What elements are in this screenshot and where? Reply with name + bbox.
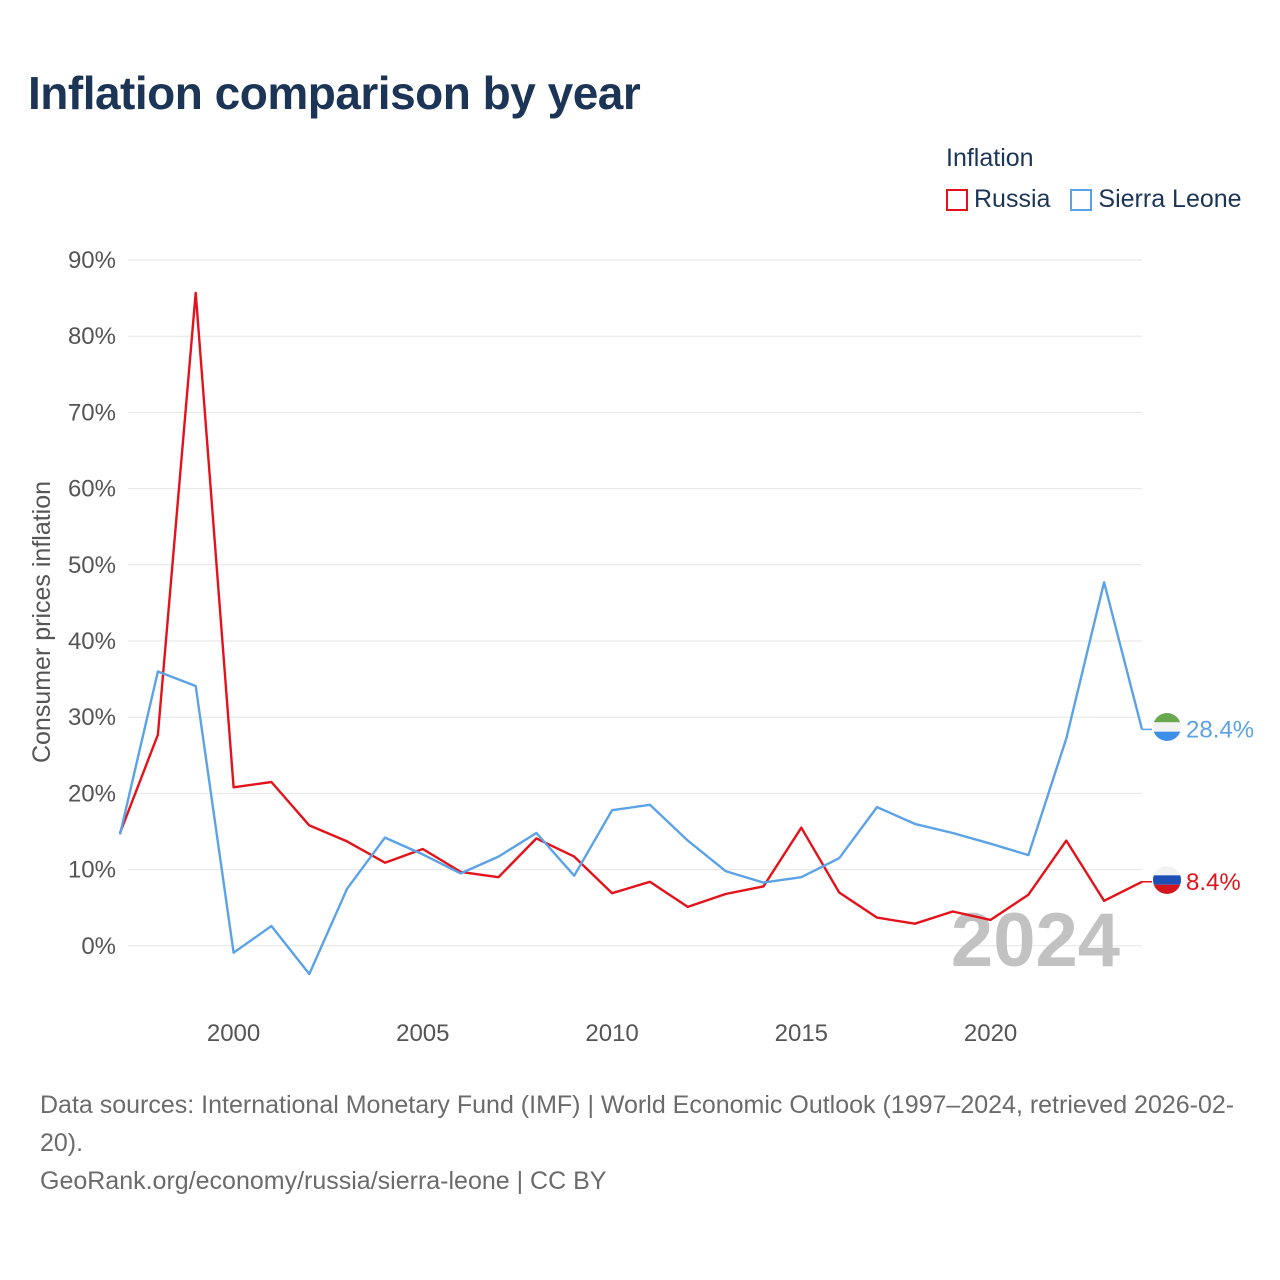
line-chart: 0%10%20%30%40%50%60%70%80%90% 2000 2005 20… xyxy=(28,247,1254,1047)
y-tick-label: 70% xyxy=(68,399,116,426)
series-line-sierra-leone xyxy=(118,581,1144,976)
y-tick-label: 40% xyxy=(68,628,116,655)
legend-swatch-sierra-leone xyxy=(1070,188,1093,211)
y-tick-label: 50% xyxy=(68,552,116,579)
y-axis: 0% 10% 20% 30% 40% 50% 60% 70% 80% 90% xyxy=(68,247,116,960)
end-label-russia: 8.4% xyxy=(1186,869,1241,896)
legend-label-sierra-leone: Sierra Leone xyxy=(1098,185,1242,213)
x-tick-label: 2015 xyxy=(775,1020,828,1047)
y-tick-label: 90% xyxy=(68,247,116,274)
footer: Data sources: International Monetary Fun… xyxy=(40,1086,1250,1200)
legend-label-russia: Russia xyxy=(974,185,1051,213)
legend-swatch-russia xyxy=(946,188,968,211)
y-axis-label: Consumer prices inflation xyxy=(28,481,56,763)
legend-item-sierra-leone[interactable]: Sierra Leone xyxy=(1070,185,1242,214)
end-label-sierra-leone: 28.4% xyxy=(1186,716,1254,743)
sierra-leone-flag-icon xyxy=(1153,713,1181,741)
y-tick-label: 80% xyxy=(68,323,116,350)
x-tick-label: 2000 xyxy=(207,1020,260,1047)
end-flags xyxy=(1153,713,1181,894)
y-tick-label: 30% xyxy=(68,704,116,731)
series-line-russia xyxy=(118,291,1143,925)
x-tick-label: 2020 xyxy=(964,1020,1017,1047)
y-tick-label: 60% xyxy=(68,476,116,503)
x-tick-label: 2010 xyxy=(585,1020,638,1047)
x-axis: 2000 2005 2010 2015 2020 xyxy=(207,1020,1017,1047)
y-tick-label: 10% xyxy=(68,857,116,884)
x-tick-label: 2005 xyxy=(396,1020,449,1047)
russia-flag-icon xyxy=(1153,866,1181,894)
year-watermark: 2024 xyxy=(951,898,1120,983)
legend-title: Inflation xyxy=(946,144,1034,172)
legend-item-russia[interactable]: Russia xyxy=(946,185,1050,214)
gridlines xyxy=(128,259,1142,947)
series-lines xyxy=(118,291,1152,976)
end-labels: 8.4% 28.4% xyxy=(1186,716,1254,895)
y-tick-label: 0% xyxy=(81,933,116,960)
data-sources: Data sources: International Monetary Fun… xyxy=(40,1091,1235,1157)
credit-link[interactable]: GeoRank.org/economy/russia/sierra-leone … xyxy=(40,1167,607,1195)
chart-title: Inflation comparison by year xyxy=(28,67,641,119)
legend: Inflation Russia Sierra Leone xyxy=(946,144,1242,214)
y-tick-label: 20% xyxy=(68,780,116,807)
